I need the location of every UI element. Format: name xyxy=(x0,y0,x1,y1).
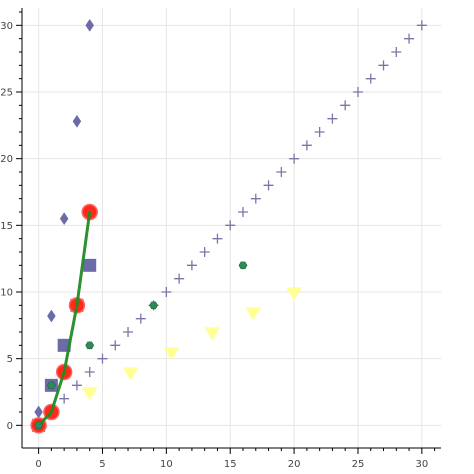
diamond-point xyxy=(59,212,69,226)
cross-point xyxy=(378,60,389,71)
triangle-point xyxy=(163,347,180,361)
y-tick-label: 25 xyxy=(0,88,13,99)
cross-point xyxy=(301,140,312,151)
cross-point xyxy=(404,33,415,44)
grid xyxy=(22,8,441,448)
diamond-point xyxy=(85,18,95,32)
cross-point xyxy=(289,153,300,164)
axes: 0 5 10 15 20 25 30 0 5 10 15 20 25 30 xyxy=(0,8,441,470)
diamond-point xyxy=(72,114,82,128)
x-tick-label: 20 xyxy=(288,459,301,470)
cross-point xyxy=(237,207,248,217)
cross-point xyxy=(225,220,236,231)
cross-point xyxy=(199,247,210,257)
cross-point xyxy=(327,113,338,124)
cross-point xyxy=(365,73,376,84)
cross-point xyxy=(97,353,108,364)
triangle-point xyxy=(204,327,221,341)
cross-point xyxy=(161,287,172,297)
hexagon-point xyxy=(85,341,95,350)
cross-point xyxy=(276,167,287,177)
x-tick-label: 15 xyxy=(224,459,237,470)
square-point xyxy=(83,258,97,272)
triangle-point xyxy=(81,387,98,401)
cross-point xyxy=(59,393,70,404)
cross-point xyxy=(110,340,121,351)
x-tick-label: 0 xyxy=(35,459,41,470)
series-line xyxy=(37,211,92,427)
cross-point xyxy=(71,380,82,391)
cross-point xyxy=(123,327,134,337)
hexagon-point xyxy=(149,301,158,310)
cross-point xyxy=(314,127,325,137)
x-tick-label: 30 xyxy=(415,459,428,470)
triangle-point xyxy=(245,307,262,321)
y-tick-label: 5 xyxy=(7,354,13,365)
hexagon-point xyxy=(47,381,56,390)
hexagon-point xyxy=(238,261,248,270)
cross-point xyxy=(416,20,427,31)
cross-point xyxy=(391,47,402,57)
triangle-point xyxy=(122,367,139,381)
triangle-point xyxy=(286,287,303,301)
cross-point xyxy=(84,367,95,377)
cross-point xyxy=(135,313,146,324)
cross-point xyxy=(352,87,363,97)
x-tick-label: 10 xyxy=(160,459,173,470)
x-tick-label: 25 xyxy=(352,459,365,470)
diamond-point xyxy=(34,405,43,419)
y-tick-label: 30 xyxy=(0,21,13,32)
cross-point xyxy=(212,233,223,244)
cross-point xyxy=(250,193,261,204)
plot-marks xyxy=(30,18,427,434)
y-tick-label: 15 xyxy=(0,221,13,232)
cross-point xyxy=(174,273,185,284)
y-tick-label: 20 xyxy=(0,154,13,165)
hexagon-point xyxy=(34,421,43,430)
cross-point xyxy=(186,260,197,271)
x-tick-label: 5 xyxy=(99,459,105,470)
y-tick-label: 10 xyxy=(0,288,13,299)
cross-point xyxy=(263,180,274,191)
cross-point xyxy=(340,100,351,111)
y-tick-label: 0 xyxy=(7,421,13,432)
diamond-point xyxy=(47,309,56,323)
